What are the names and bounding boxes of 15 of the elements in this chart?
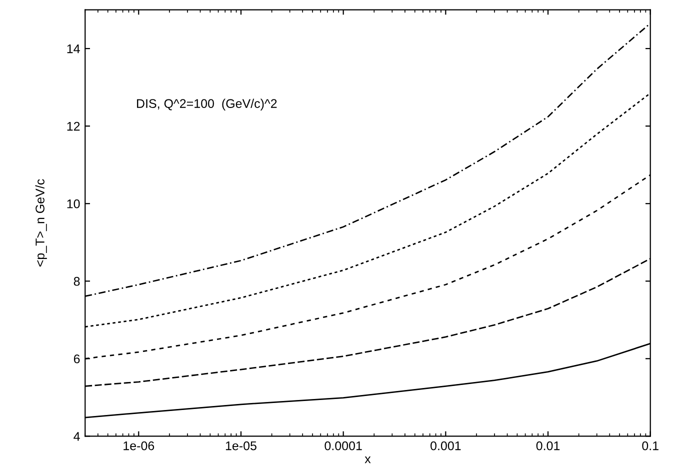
y-tick-label: 14: [67, 44, 80, 54]
y-tick-label: 4: [74, 432, 80, 441]
y-axis-title: <p_T>_n GeV/c: [35, 179, 47, 266]
y-tick-label: 10: [67, 199, 80, 208]
x-tick-label: 0.01: [536, 441, 560, 450]
x-tick-label: 0.001: [430, 441, 461, 450]
x-axis-title: x: [364, 456, 371, 464]
y-tick-label: 8: [74, 276, 80, 286]
x-tick-label: 0.0001: [324, 441, 362, 450]
x-tick-label: 0.1: [642, 441, 658, 450]
y-tick-label: 12: [67, 122, 80, 131]
y-tick-label: 6: [74, 354, 80, 364]
x-tick-label: 1e-06: [124, 441, 154, 450]
x-tick-label: 1e-05: [226, 441, 256, 450]
annotation: DIS, Q^2=100 (GeV/c)^2: [137, 98, 277, 110]
